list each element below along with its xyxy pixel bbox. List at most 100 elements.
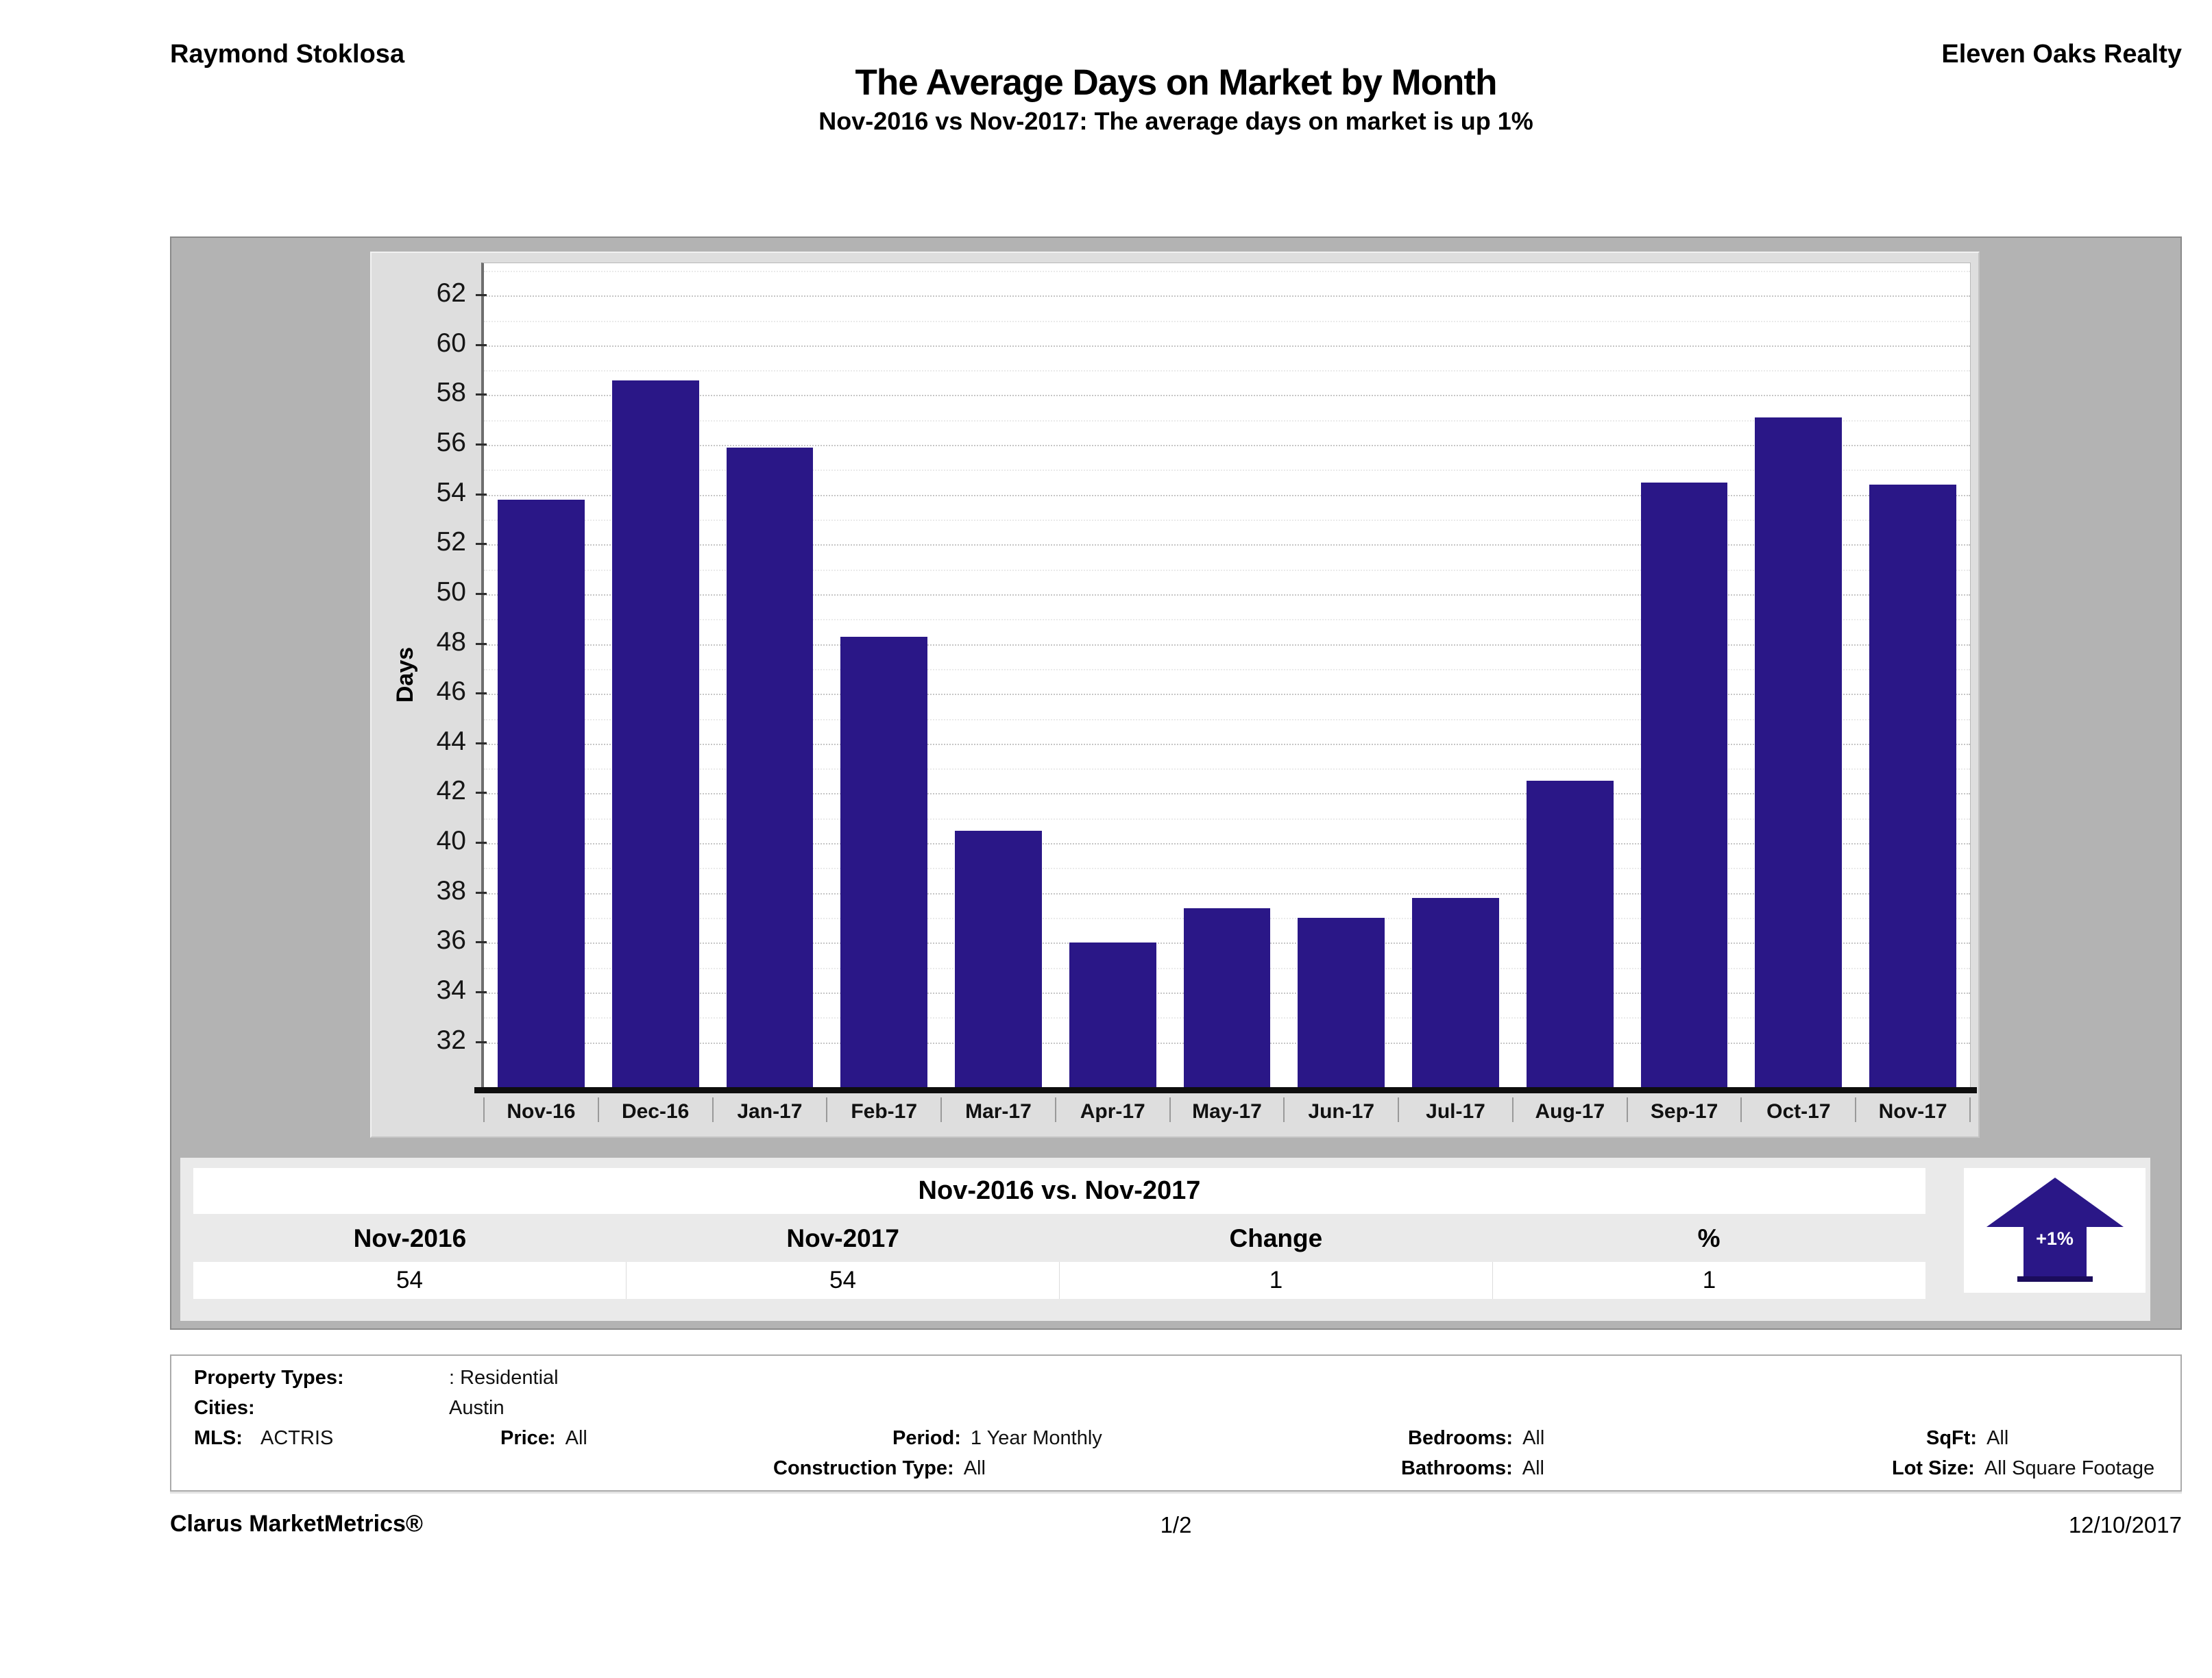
y-tick-label: 32	[436, 1025, 466, 1055]
x-tick-label: Nov-16	[507, 1100, 576, 1123]
page-subtitle: Nov-2016 vs Nov-2017: The average days o…	[818, 107, 1533, 135]
x-label-separator	[712, 1097, 714, 1122]
summary-title: Nov-2016 vs. Nov-2017	[193, 1168, 1925, 1214]
gridline	[484, 544, 1970, 546]
bar-Oct-17	[1755, 417, 1843, 1087]
minor-gridline	[484, 320, 1970, 322]
footer-page-number: 1/2	[1160, 1512, 1192, 1537]
up-arrow-icon	[1986, 1178, 2124, 1227]
bar-Dec-16	[611, 380, 699, 1087]
bar-Jul-17	[1412, 898, 1499, 1087]
x-label-separator	[1626, 1097, 1628, 1122]
gridline	[484, 295, 1970, 297]
footer-brand: Clarus MarketMetrics®	[170, 1511, 423, 1537]
filter-lot-size: Lot Size: All Square Footage	[1892, 1457, 2154, 1480]
x-tick-label: Oct-17	[1766, 1100, 1831, 1123]
summary-column-header: Change	[1229, 1224, 1323, 1252]
x-label-separator	[597, 1097, 599, 1122]
filter-value: Austin	[449, 1397, 505, 1419]
x-tick-label: Mar-17	[965, 1100, 1032, 1123]
x-tick-label: Feb-17	[851, 1100, 918, 1123]
y-tick-mark	[476, 294, 487, 297]
minor-gridline	[484, 868, 1970, 870]
x-label-separator	[826, 1097, 828, 1122]
gridline	[484, 694, 1970, 696]
filter-label: Property Types:	[194, 1367, 344, 1389]
y-tick-mark	[476, 1041, 487, 1043]
y-tick-label: 36	[436, 925, 466, 956]
filter-value: All	[1986, 1427, 2009, 1449]
y-tick-label: 60	[436, 328, 466, 358]
filter-value: 1 Year Monthly	[970, 1427, 1102, 1449]
gridline	[484, 594, 1970, 596]
company-name: Eleven Oaks Realty	[1941, 40, 2182, 69]
minor-gridline	[484, 768, 1970, 770]
filter-label: Cities:	[194, 1397, 255, 1419]
filter-label: MLS:	[194, 1427, 243, 1449]
gridline	[484, 644, 1970, 646]
x-label-separator	[1969, 1097, 1971, 1122]
bar-chart: Days 32 34 36 38 40 42 44 46 48 50 52 54 56 58 60 62 No…	[370, 252, 1980, 1138]
minor-gridline	[484, 370, 1970, 372]
filter-sqft: SqFt: All	[1926, 1427, 2008, 1450]
filter-label: Price:	[500, 1427, 556, 1449]
y-tick-mark	[476, 891, 487, 894]
y-tick-mark	[476, 592, 487, 595]
filter-bathrooms: Bathrooms: All	[1401, 1457, 1544, 1480]
minor-gridline	[484, 718, 1970, 720]
y-tick-label: 46	[436, 677, 466, 707]
plot-area	[481, 263, 1971, 1087]
bar-Feb-17	[840, 636, 928, 1087]
y-tick-mark	[476, 742, 487, 744]
y-tick-mark	[476, 842, 487, 844]
x-tick-label: May-17	[1192, 1100, 1262, 1123]
summary-value-row: 54 54 1 1	[193, 1262, 1925, 1299]
y-tick-mark	[476, 991, 487, 993]
y-tick-label: 62	[436, 278, 466, 308]
minor-gridline	[484, 668, 1970, 670]
filter-value: ACTRIS	[260, 1427, 334, 1449]
y-tick-label: 56	[436, 428, 466, 458]
y-tick-label: 52	[436, 527, 466, 557]
x-label-separator	[940, 1097, 943, 1122]
filter-bedrooms: Bedrooms: All	[1408, 1427, 1544, 1450]
filter-label: Bedrooms:	[1408, 1427, 1514, 1449]
filters-box: Property Types:: Residential Cities: Austi…	[170, 1354, 2182, 1492]
y-tick-mark	[476, 343, 487, 346]
gridline	[484, 793, 1970, 795]
bar-Sep-17	[1640, 482, 1728, 1087]
up-arrow-base	[2017, 1276, 2093, 1282]
up-arrow-body	[2023, 1227, 2087, 1276]
x-tick-label: Dec-16	[621, 1100, 690, 1123]
y-tick-label: 58	[436, 378, 466, 408]
x-label-separator	[1283, 1097, 1285, 1122]
y-tick-mark	[476, 543, 487, 546]
minor-gridline	[484, 470, 1970, 472]
y-tick-label: 34	[436, 975, 466, 1005]
summary-table: Nov-2016 vs. Nov-2017 Nov-2016 Nov-2017 Ch…	[193, 1168, 1925, 1299]
y-tick-mark	[476, 642, 487, 645]
filter-value: All	[963, 1457, 986, 1479]
minor-gridline	[484, 619, 1970, 621]
filter-price: Price: All	[500, 1427, 587, 1450]
minor-gridline	[484, 420, 1970, 422]
y-tick-label: 38	[436, 875, 466, 905]
bar-Jun-17	[1298, 918, 1385, 1087]
x-label-separator	[1169, 1097, 1171, 1122]
y-tick-mark	[476, 792, 487, 794]
summary-cell-value: 1	[1492, 1262, 1925, 1299]
y-tick-mark	[476, 443, 487, 446]
trend-badge: +1%	[1964, 1168, 2146, 1293]
summary-cell-value: 1	[1059, 1262, 1492, 1299]
bar-Aug-17	[1526, 781, 1614, 1087]
gridline	[484, 743, 1970, 745]
gridline	[484, 892, 1970, 895]
footer-date: 12/10/2017	[2068, 1512, 2182, 1537]
filter-construction-type: Construction Type: All	[773, 1457, 986, 1480]
filter-period: Period: 1 Year Monthly	[892, 1427, 1102, 1450]
filter-value: All	[565, 1427, 587, 1449]
gridline	[484, 494, 1970, 496]
summary-panel: Nov-2016 vs. Nov-2017 Nov-2016 Nov-2017 Ch…	[180, 1158, 2150, 1321]
summary-column-header: Nov-2016	[353, 1224, 467, 1252]
x-label-separator	[1740, 1097, 1742, 1122]
